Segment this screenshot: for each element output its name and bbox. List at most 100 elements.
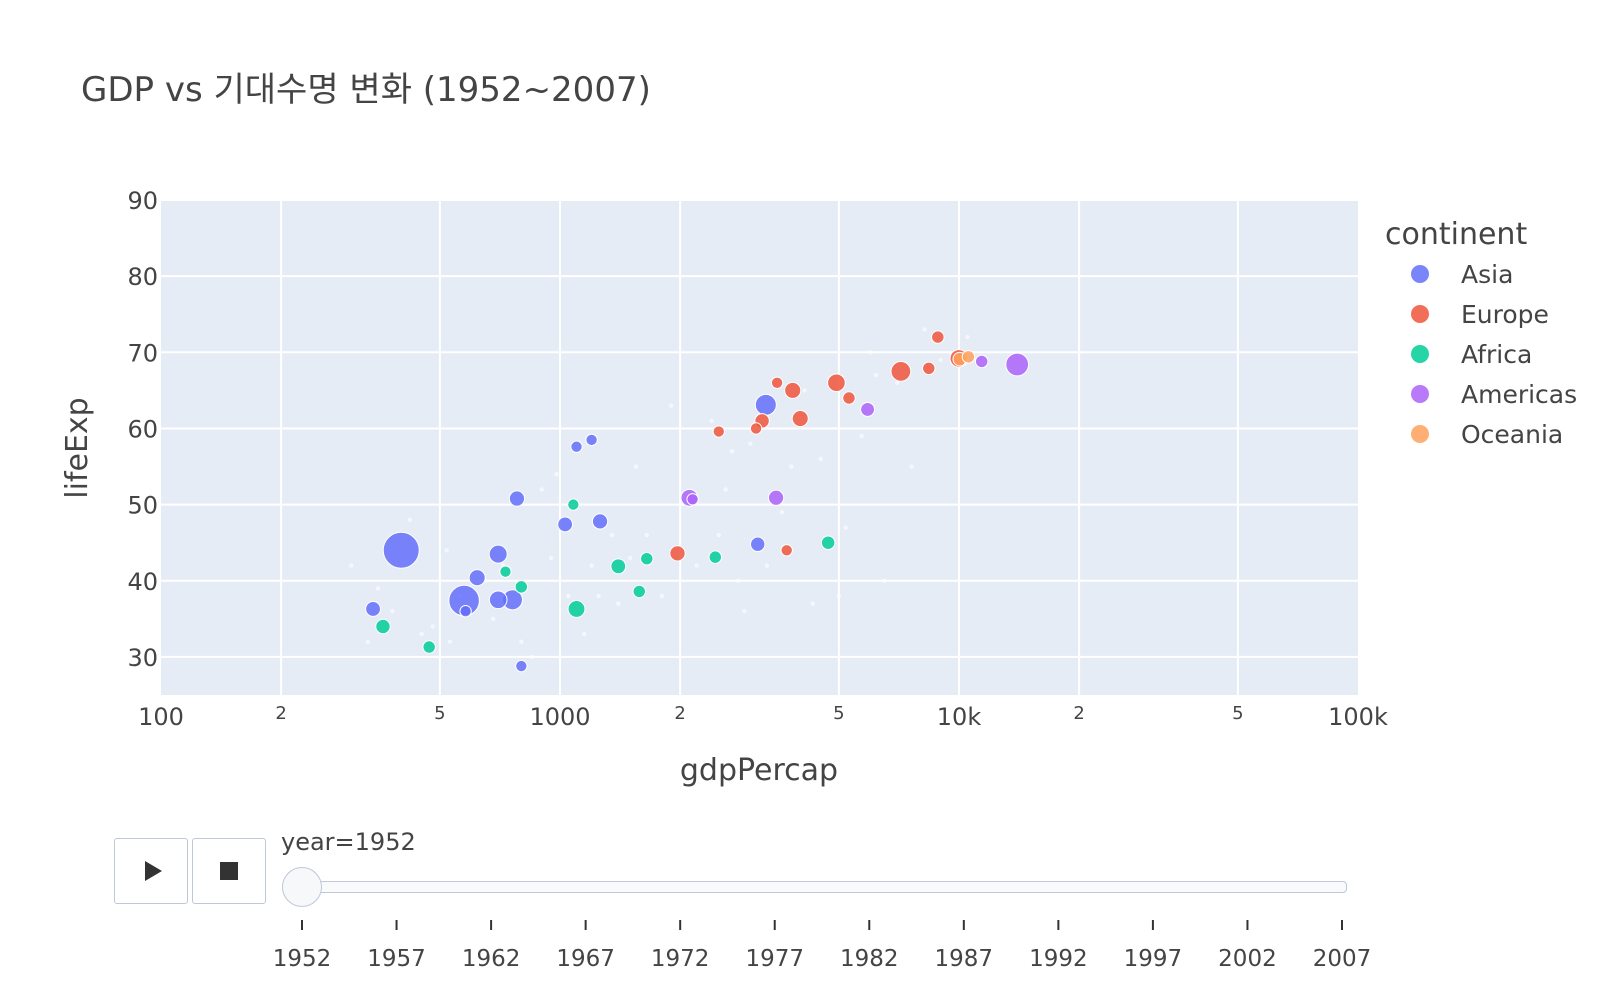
marker-africa[interactable] <box>567 600 586 618</box>
marker-africa[interactable] <box>708 550 723 564</box>
year-slider-ticks: 1952 1957 1962 1967 1972 1977 1982 1987 1992 1997… <box>273 920 1372 972</box>
marker-europe[interactable] <box>780 544 793 557</box>
marker-americas[interactable] <box>974 354 989 369</box>
faded-marker <box>669 403 674 408</box>
marker-africa[interactable] <box>640 551 654 566</box>
y-tick-label: 60 <box>127 415 158 443</box>
marker-europe[interactable] <box>890 360 912 382</box>
marker-europe[interactable] <box>669 545 686 562</box>
faded-marker <box>644 532 649 538</box>
legend-label[interactable]: Europe <box>1461 300 1549 329</box>
x-tick-label: 100 <box>138 703 184 731</box>
x-tick-label: 10k <box>937 703 982 731</box>
marker-europe[interactable] <box>749 422 763 435</box>
x-tick-label: 5 <box>434 703 445 724</box>
faded-marker <box>365 639 371 644</box>
legend-swatch <box>1411 425 1429 443</box>
legend-swatch <box>1411 345 1429 363</box>
marker-asia[interactable] <box>459 605 472 618</box>
marker-africa[interactable] <box>499 565 512 578</box>
marker-asia[interactable] <box>468 569 486 587</box>
faded-marker <box>430 624 436 629</box>
marker-europe[interactable] <box>931 330 945 344</box>
faded-marker <box>407 517 412 523</box>
marker-africa[interactable] <box>567 498 580 511</box>
x-axis-ticks: 100 2 5 1000 2 5 10k 2 5 100k <box>138 703 1388 731</box>
slider-step-label[interactable]: 2002 <box>1218 946 1277 972</box>
faded-marker <box>490 616 496 622</box>
faded-marker <box>548 555 554 561</box>
faded-marker <box>818 456 823 462</box>
marker-europe[interactable] <box>842 391 856 405</box>
slider-step-label[interactable]: 1967 <box>556 946 615 972</box>
marker-asia[interactable] <box>754 393 777 416</box>
marker-europe[interactable] <box>791 410 809 428</box>
marker-oceania[interactable] <box>961 350 976 364</box>
marker-americas[interactable] <box>1005 352 1030 377</box>
slider-step-label[interactable]: 1962 <box>462 946 521 972</box>
slider-step-label[interactable]: 2007 <box>1313 946 1372 972</box>
marker-asia[interactable] <box>365 601 381 617</box>
slider-step-label[interactable]: 1987 <box>935 946 994 972</box>
x-axis-title: gdpPercap <box>680 753 838 788</box>
slider-step-label[interactable]: 1997 <box>1124 946 1183 972</box>
marker-africa[interactable] <box>610 558 627 575</box>
faded-marker <box>789 464 794 469</box>
legend-label[interactable]: Oceania <box>1461 420 1563 449</box>
legend-title: continent <box>1385 217 1527 252</box>
faded-marker <box>723 487 728 492</box>
year-slider-handle[interactable] <box>282 867 322 907</box>
marker-asia[interactable] <box>750 536 766 552</box>
slider-current-value: year=1952 <box>281 828 416 856</box>
faded-marker <box>628 555 633 561</box>
legend-label[interactable]: Asia <box>1461 260 1513 289</box>
slider-step-label[interactable]: 1992 <box>1029 946 1088 972</box>
marker-europe[interactable] <box>784 381 802 399</box>
faded-marker <box>843 525 848 530</box>
stop-icon <box>220 862 238 880</box>
marker-asia[interactable] <box>591 513 609 530</box>
marker-asia[interactable] <box>488 544 508 564</box>
slider-step-label[interactable]: 1952 <box>273 946 332 972</box>
faded-marker <box>736 578 741 583</box>
slider-step-label[interactable]: 1977 <box>745 946 804 972</box>
faded-marker <box>716 532 721 538</box>
marker-europe[interactable] <box>922 361 936 376</box>
marker-africa[interactable] <box>514 580 529 594</box>
play-button[interactable] <box>114 838 188 904</box>
y-tick-label: 90 <box>127 187 158 215</box>
marker-africa[interactable] <box>375 618 391 635</box>
faded-marker <box>566 593 571 599</box>
marker-europe[interactable] <box>827 373 846 393</box>
marker-asia[interactable] <box>570 440 583 453</box>
slider-step-label[interactable]: 1982 <box>840 946 899 972</box>
faded-marker <box>836 593 842 599</box>
marker-europe[interactable] <box>770 376 784 389</box>
faded-marker <box>519 639 524 644</box>
marker-americas[interactable] <box>860 401 876 417</box>
marker-asia[interactable] <box>508 490 526 507</box>
marker-africa[interactable] <box>820 535 836 550</box>
faded-marker <box>616 601 621 606</box>
marker-africa[interactable] <box>422 640 436 654</box>
faded-marker <box>554 471 559 477</box>
marker-europe[interactable] <box>712 425 725 438</box>
legend-label[interactable]: Americas <box>1461 380 1577 409</box>
faded-marker <box>742 609 747 614</box>
stop-button[interactable] <box>192 838 266 904</box>
slider-step-label[interactable]: 1972 <box>651 946 710 972</box>
marker-africa[interactable] <box>632 584 646 599</box>
legend-items: Asia Europe Africa Americas Oceania <box>1411 260 1577 449</box>
legend-label[interactable]: Africa <box>1461 340 1532 369</box>
marker-asia[interactable] <box>382 531 420 569</box>
marker-asia[interactable] <box>557 516 574 533</box>
marker-americas[interactable] <box>686 493 699 506</box>
marker-americas[interactable] <box>767 489 785 506</box>
marker-asia[interactable] <box>488 590 508 610</box>
y-tick-label: 70 <box>127 339 158 367</box>
slider-step-label[interactable]: 1957 <box>367 946 426 972</box>
marker-asia[interactable] <box>585 433 598 447</box>
bubble-chart: GDP vs 기대수명 변화 (1952~2007) 100 2 5 1000 2 5 10… <box>60 70 1577 788</box>
marker-asia[interactable] <box>515 659 528 673</box>
